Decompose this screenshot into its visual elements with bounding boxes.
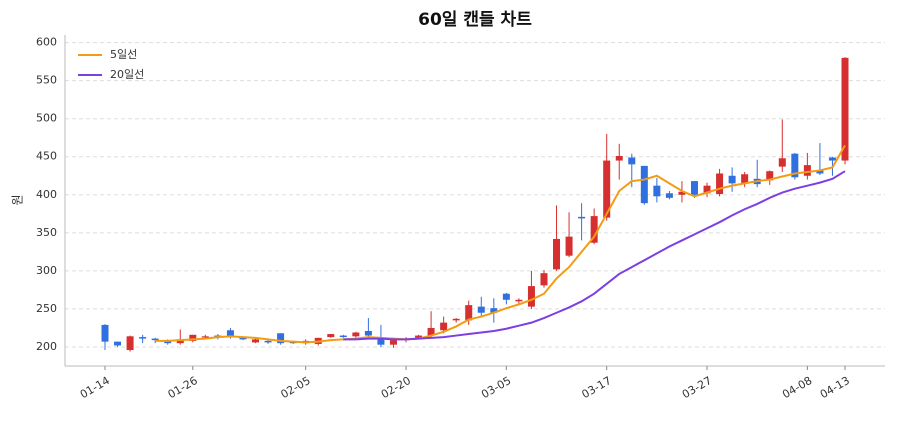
candle-body xyxy=(377,339,385,345)
candle-body xyxy=(778,158,786,167)
y-axis-label: 원 xyxy=(11,194,25,205)
candle-body xyxy=(640,165,648,204)
candle-body xyxy=(189,334,197,341)
legend-label: 20일선 xyxy=(110,67,144,81)
candle-body xyxy=(603,160,611,218)
candle-body xyxy=(803,165,811,176)
candle-body xyxy=(352,332,360,337)
candle-body xyxy=(327,334,335,338)
y-tick-label: 350 xyxy=(36,226,57,239)
candle-body xyxy=(553,238,561,270)
candle-body xyxy=(452,318,460,321)
candle-body xyxy=(427,327,435,336)
y-tick-label: 250 xyxy=(36,302,57,315)
y-tick-label: 300 xyxy=(36,264,57,277)
candle-body xyxy=(239,337,247,340)
candle-body xyxy=(502,293,510,300)
candle-body xyxy=(465,305,473,321)
candle-body xyxy=(766,171,774,181)
x-tick-label: 02-20 xyxy=(379,374,413,401)
candle-body xyxy=(176,339,184,344)
candle-body xyxy=(364,330,372,336)
y-tick-label: 450 xyxy=(36,150,57,163)
candle-body xyxy=(515,299,523,302)
y-tick-label: 400 xyxy=(36,188,57,201)
candle-body xyxy=(841,57,849,161)
candle-body xyxy=(201,336,209,338)
candle-body xyxy=(690,181,698,195)
candle-body xyxy=(440,322,448,331)
candle-body xyxy=(716,173,724,195)
x-tick-label: 03-05 xyxy=(479,374,513,401)
candle-body xyxy=(477,306,485,313)
x-tick-label: 04-08 xyxy=(780,374,814,401)
candle-body xyxy=(791,153,799,178)
candle-body xyxy=(226,330,234,338)
candle-body xyxy=(703,185,711,194)
x-tick-label: 04-13 xyxy=(818,374,852,401)
candle-body xyxy=(527,286,535,307)
candle-body xyxy=(728,175,736,184)
candle-body xyxy=(828,157,836,161)
candle-body xyxy=(665,193,673,198)
legend-label: 5일선 xyxy=(110,47,137,61)
candle-body xyxy=(615,155,623,161)
candle-body xyxy=(151,338,159,341)
y-tick-label: 500 xyxy=(36,112,57,125)
candle-body xyxy=(252,339,260,343)
candle-body xyxy=(339,335,347,338)
ma-line xyxy=(155,144,846,344)
chart-title: 60일 캔들 차트 xyxy=(418,10,532,30)
candle-body xyxy=(540,273,548,286)
y-tick-label: 600 xyxy=(36,36,57,49)
x-tick-label: 01-26 xyxy=(166,374,200,401)
x-tick-label: 02-05 xyxy=(278,374,312,401)
candle-body xyxy=(653,185,661,197)
y-tick-label: 550 xyxy=(36,74,57,87)
candle-body xyxy=(628,157,636,165)
candle-body xyxy=(590,216,598,243)
x-tick-label: 03-17 xyxy=(580,374,614,401)
candle-body xyxy=(816,170,824,174)
candle-body xyxy=(741,174,749,184)
candle-body xyxy=(126,336,134,351)
candle-body xyxy=(565,236,573,256)
x-tick-label: 01-14 xyxy=(78,374,112,401)
y-tick-label: 200 xyxy=(36,340,57,353)
candle-body xyxy=(114,341,122,346)
candle-body xyxy=(264,340,272,343)
x-tick-label: 03-27 xyxy=(680,374,714,401)
candle-body xyxy=(101,324,109,342)
ma-line xyxy=(343,170,846,341)
candle-body xyxy=(678,191,686,195)
candle-body xyxy=(389,340,397,345)
candle-body xyxy=(139,337,147,339)
candle-body xyxy=(415,335,423,338)
candle-body xyxy=(490,308,498,313)
candle-body xyxy=(578,216,586,219)
candle-body xyxy=(277,333,285,344)
